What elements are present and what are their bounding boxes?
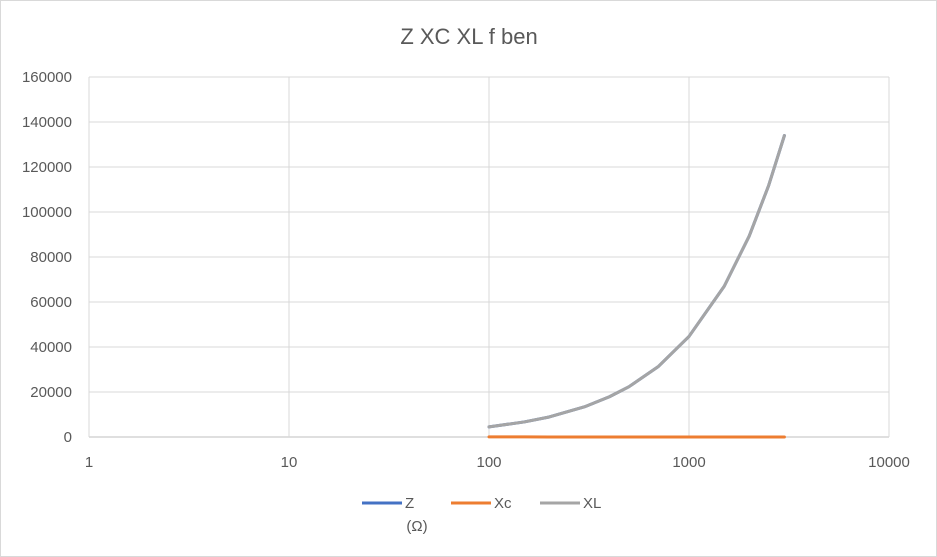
y-tick-label: 140000 [22, 114, 72, 131]
y-tick-label: 20000 [30, 384, 72, 401]
legend-label-line: (Ω) [406, 518, 427, 535]
y-tick-label: 160000 [22, 69, 72, 86]
legend-label: Xc [494, 495, 512, 512]
x-axis-ticks: 1 10 100 1000 10000 [85, 454, 910, 471]
series-line-xl [487, 134, 786, 429]
y-axis-ticks: 0 20000 40000 60000 80000 100000 120000 140000 1… [22, 69, 72, 446]
legend: Z (Ω) Xc XL [362, 495, 601, 535]
legend-label-line: Xc [494, 495, 512, 512]
y-tick-label: 100000 [22, 204, 72, 221]
y-tick-label: 120000 [22, 159, 72, 176]
chart-title: Z XC XL f ben [400, 24, 537, 49]
x-tick-label: 10 [281, 454, 298, 471]
series-layer [487, 134, 786, 439]
legend-label-line: XL [583, 495, 601, 512]
x-tick-label: 1000 [672, 454, 705, 471]
y-tick-label: 0 [64, 429, 72, 446]
legend-label: Z (Ω) [405, 495, 428, 535]
legend-label: XL [583, 495, 601, 512]
y-tick-label: 60000 [30, 294, 72, 311]
y-tick-label: 40000 [30, 339, 72, 356]
x-tick-label: 10000 [868, 454, 910, 471]
y-tick-label: 80000 [30, 249, 72, 266]
x-tick-label: 100 [476, 454, 501, 471]
legend-label-line: Z [405, 495, 414, 512]
x-tick-label: 1 [85, 454, 93, 471]
gridlines [88, 76, 890, 438]
